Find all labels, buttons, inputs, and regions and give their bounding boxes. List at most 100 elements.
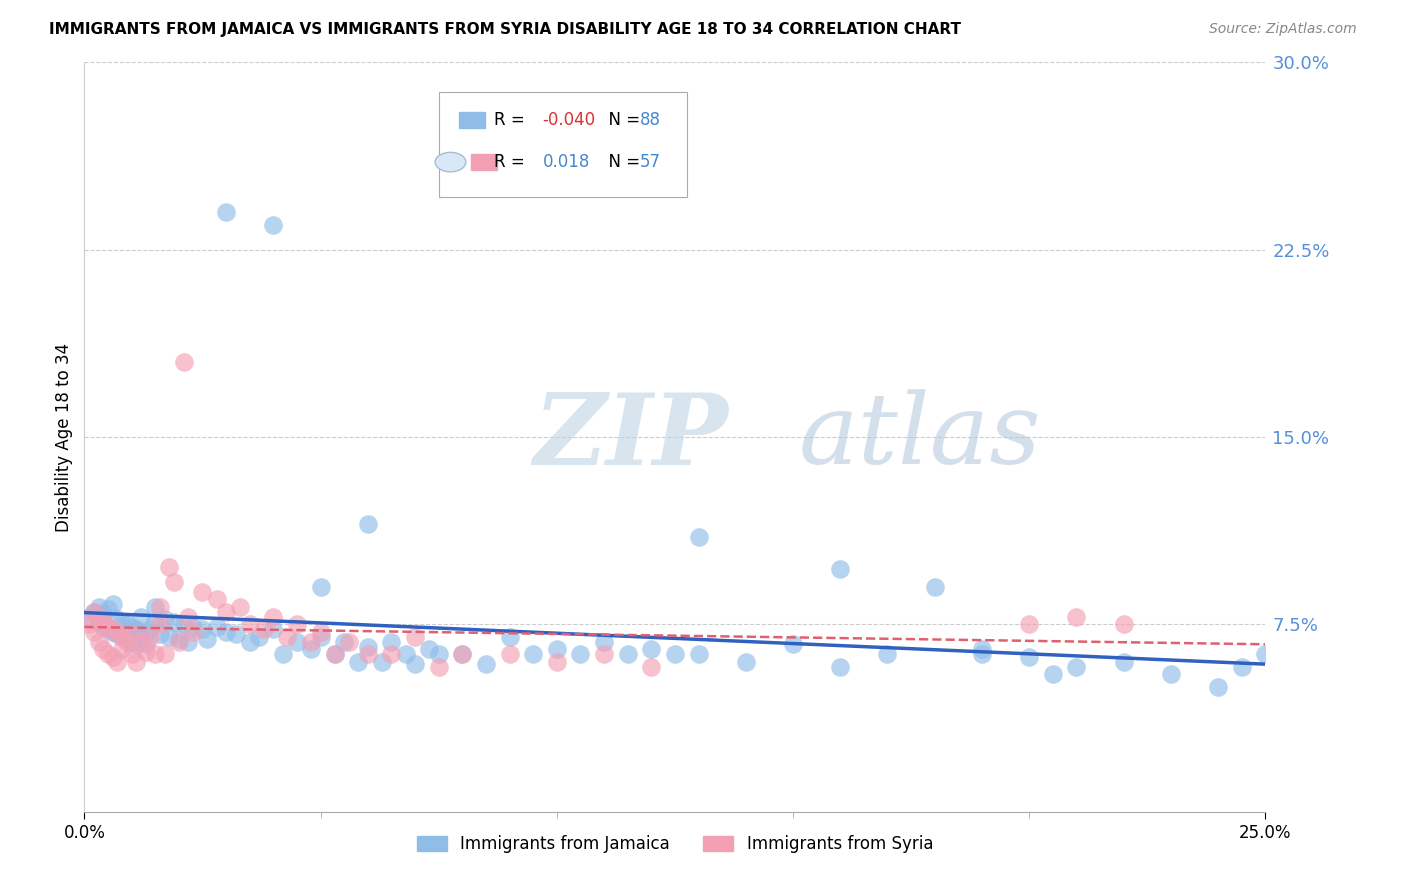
Point xyxy=(262,610,284,624)
Point xyxy=(173,617,195,632)
Point xyxy=(640,660,662,674)
Point xyxy=(876,648,898,662)
Point xyxy=(121,635,143,649)
Point xyxy=(111,642,134,657)
Point xyxy=(101,649,124,664)
Point xyxy=(299,642,322,657)
Point xyxy=(121,648,143,662)
Point xyxy=(285,617,308,632)
Point xyxy=(229,599,252,614)
Point xyxy=(1254,648,1277,662)
Point xyxy=(167,635,190,649)
Point xyxy=(688,530,710,544)
Point xyxy=(734,655,756,669)
Point xyxy=(498,648,520,662)
Point xyxy=(498,630,520,644)
Point xyxy=(115,635,138,649)
Point xyxy=(129,610,152,624)
Point xyxy=(91,620,114,634)
Point xyxy=(191,623,214,637)
Point xyxy=(129,635,152,649)
Point xyxy=(101,598,124,612)
FancyBboxPatch shape xyxy=(439,93,686,197)
Point xyxy=(309,624,332,639)
Point xyxy=(380,635,402,649)
Point xyxy=(782,637,804,651)
Point xyxy=(83,624,105,639)
Point xyxy=(205,620,228,634)
Point xyxy=(115,632,138,647)
Point xyxy=(115,617,138,632)
Point xyxy=(153,612,176,626)
Point xyxy=(546,642,568,657)
Point xyxy=(191,585,214,599)
Text: -0.040: -0.040 xyxy=(543,112,596,129)
Point xyxy=(181,620,204,634)
Point xyxy=(101,624,124,639)
Point xyxy=(1066,660,1088,674)
Point xyxy=(143,615,166,629)
Point xyxy=(1112,655,1135,669)
Point xyxy=(153,648,176,662)
Point xyxy=(101,623,124,637)
Point xyxy=(1066,610,1088,624)
Y-axis label: Disability Age 18 to 34: Disability Age 18 to 34 xyxy=(55,343,73,532)
Point xyxy=(215,605,238,619)
Point xyxy=(1018,617,1040,632)
Point xyxy=(91,615,114,629)
Point xyxy=(107,624,129,639)
Point xyxy=(97,648,120,662)
Point xyxy=(83,605,105,619)
Point xyxy=(247,630,270,644)
Point xyxy=(830,660,852,674)
Point xyxy=(91,607,114,622)
Point xyxy=(121,620,143,634)
Point xyxy=(139,623,162,637)
Point xyxy=(418,642,440,657)
Point xyxy=(135,645,157,659)
Point xyxy=(195,632,218,647)
Circle shape xyxy=(434,153,465,172)
Text: N =: N = xyxy=(598,153,645,171)
Point xyxy=(593,635,616,649)
Point xyxy=(157,560,180,574)
Point xyxy=(262,623,284,637)
Point xyxy=(569,648,592,662)
Point xyxy=(357,640,380,654)
Point xyxy=(451,648,474,662)
Text: N =: N = xyxy=(598,112,645,129)
Text: atlas: atlas xyxy=(799,390,1042,484)
Point xyxy=(475,657,498,672)
Point xyxy=(125,623,148,637)
Legend: Immigrants from Jamaica, Immigrants from Syria: Immigrants from Jamaica, Immigrants from… xyxy=(411,829,939,860)
Point xyxy=(970,642,993,657)
Point xyxy=(380,648,402,662)
Point xyxy=(323,648,346,662)
Point xyxy=(149,617,172,632)
Text: R =: R = xyxy=(494,112,530,129)
Point xyxy=(1206,680,1229,694)
Point xyxy=(149,627,172,641)
Point xyxy=(309,630,332,644)
Point xyxy=(125,655,148,669)
Point xyxy=(83,605,105,619)
Point xyxy=(451,648,474,662)
Point xyxy=(546,655,568,669)
Point xyxy=(215,624,238,639)
Point xyxy=(107,627,129,641)
Point xyxy=(139,630,162,644)
Point xyxy=(177,610,200,624)
Point xyxy=(225,627,247,641)
Point xyxy=(323,648,346,662)
Point xyxy=(149,599,172,614)
Point xyxy=(1160,667,1182,681)
Point xyxy=(830,562,852,576)
Point xyxy=(121,627,143,641)
Point xyxy=(1112,617,1135,632)
Point xyxy=(404,630,426,644)
Text: 0.018: 0.018 xyxy=(543,153,591,171)
Point xyxy=(125,637,148,651)
Point xyxy=(394,648,416,662)
Point xyxy=(299,635,322,649)
Point xyxy=(1230,660,1253,674)
